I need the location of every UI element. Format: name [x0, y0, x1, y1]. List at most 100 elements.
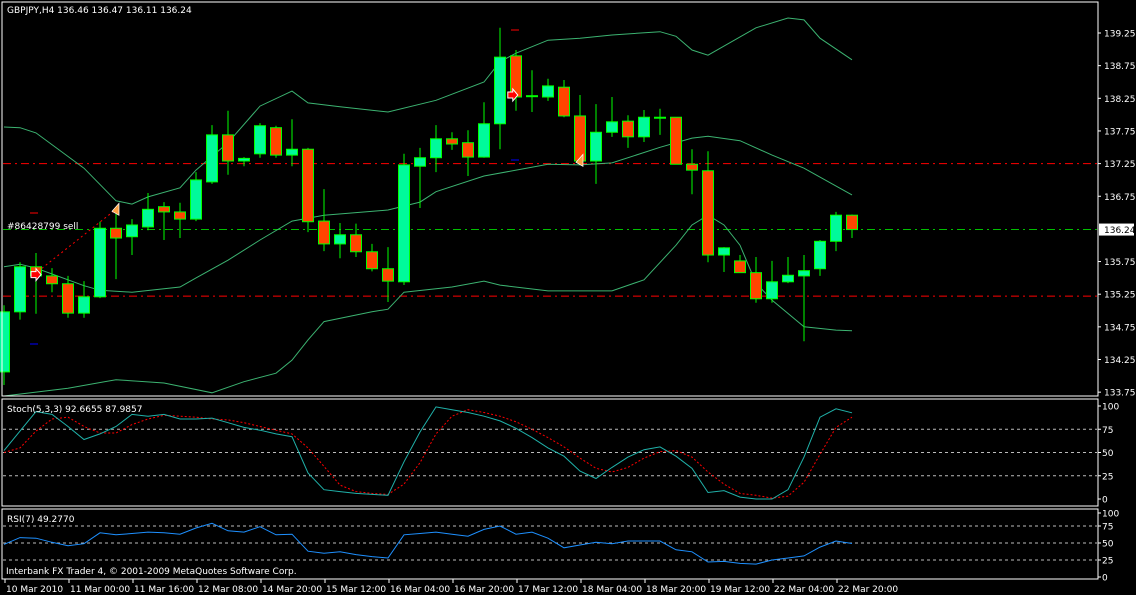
stoch-tick-label: 25 [1102, 472, 1113, 482]
bull-candle-body [254, 125, 266, 155]
rsi-line [3, 522, 853, 565]
candle [94, 221, 106, 299]
candle [254, 123, 266, 158]
bear-candle-body [110, 227, 122, 239]
bear-candle-body [222, 134, 234, 162]
candle [622, 115, 634, 148]
bull-candle-body [782, 274, 794, 283]
bull-candle-body [430, 138, 442, 159]
candle [382, 247, 394, 303]
rsi-pane[interactable] [3, 522, 1097, 565]
bear-candle-body [46, 275, 58, 285]
bear-candle-body [62, 283, 74, 314]
price-pane-frame [1, 1, 1099, 397]
candle [62, 275, 74, 318]
bull-candle-body [718, 247, 730, 256]
bear-candle-body [462, 142, 474, 158]
candle [846, 214, 858, 239]
bull-candle-body [654, 116, 666, 119]
bear-candle-body [574, 115, 586, 162]
candle [702, 151, 714, 263]
price-tick-label: 135.25 [1104, 291, 1136, 301]
candle [78, 281, 90, 318]
time-tick-label: 19 Mar 12:00 [710, 585, 770, 595]
rsi-tick-label: 100 [1102, 510, 1119, 520]
bear-candle-body [302, 148, 314, 223]
candle [414, 147, 426, 209]
bear-candle-body [750, 272, 762, 300]
time-tick-label: 16 Mar 20:00 [454, 585, 514, 595]
candle [126, 219, 138, 256]
close-triangle-icon[interactable] [111, 202, 120, 216]
price-tick-label: 134.75 [1104, 323, 1136, 333]
price-tick-label: 137.75 [1104, 127, 1136, 137]
candle [798, 255, 810, 342]
time-tick-label: 12 Mar 08:00 [198, 585, 258, 595]
bull-candle-body [126, 224, 138, 238]
close-triangle-icon[interactable] [575, 153, 584, 167]
candle [0, 305, 10, 385]
bear-candle-body [734, 260, 746, 274]
sell-arrow-icon[interactable] [507, 87, 519, 103]
symbol-header: GBPJPY,H4 136.46 136.47 136.11 136.24 [7, 6, 192, 16]
bear-candle-body [350, 234, 362, 253]
bollinger-upper-band [3, 17, 853, 205]
time-tick-label: 18 Mar 20:00 [646, 585, 706, 595]
rsi-tick-label: 75 [1102, 523, 1113, 533]
time-tick-label: 11 Mar 00:00 [70, 585, 130, 595]
candle [590, 104, 602, 184]
bull-candle-body [766, 281, 778, 300]
bull-candle-body [814, 240, 826, 270]
price-tick-label: 133.75 [1104, 389, 1136, 399]
price-pane[interactable] [0, 17, 1097, 397]
stochastic-pane[interactable] [3, 406, 1097, 500]
bull-candle-body [414, 157, 426, 167]
candle [174, 202, 186, 239]
price-tick-label: 136.75 [1104, 193, 1136, 203]
bull-candle-body [606, 121, 618, 133]
candle [558, 80, 570, 118]
bear-candle-body [318, 220, 330, 245]
stoch-tick-label: 0 [1102, 496, 1108, 506]
candle [302, 147, 314, 233]
bear-candle-body [686, 163, 698, 171]
copyright-text: Interbank FX Trader 4, © 2001-2009 MetaQ… [6, 567, 297, 577]
bear-candle-body [510, 55, 522, 98]
candle [686, 149, 698, 195]
price-tick-label: 134.25 [1104, 356, 1136, 366]
candle [286, 119, 298, 167]
bull-candle-body [542, 85, 554, 98]
bear-candle-body [846, 214, 858, 231]
bear-candle-body [270, 127, 282, 156]
time-tick-label: 11 Mar 16:00 [134, 585, 194, 595]
bull-candle-body [190, 179, 202, 220]
time-tick-label: 15 Mar 12:00 [326, 585, 386, 595]
candle [206, 125, 218, 184]
stoch-tick-label: 75 [1102, 426, 1113, 436]
sell-arrow-icon[interactable] [30, 267, 42, 282]
candle [526, 70, 538, 113]
time-tick-label: 17 Mar 12:00 [518, 585, 578, 595]
bull-candle-body [638, 116, 650, 138]
bull-candle-body [798, 270, 810, 277]
candle [142, 192, 154, 231]
price-tick-label: 138.25 [1104, 95, 1136, 105]
bear-candle-body [382, 268, 394, 282]
rsi-title: RSI(7) 49.2770 [7, 515, 75, 525]
bull-candle-body [238, 157, 250, 162]
candle [222, 110, 234, 175]
candle [366, 243, 378, 272]
rsi-tick-label: 0 [1102, 574, 1108, 584]
bull-candle-body [142, 208, 154, 228]
bull-candle-body [478, 123, 490, 158]
bull-candle-body [590, 131, 602, 162]
candle [318, 189, 330, 252]
bollinger-lower-band [3, 214, 853, 397]
candle [478, 102, 490, 158]
bear-candle-body [446, 138, 458, 145]
bear-candle-body [558, 86, 570, 117]
candle [654, 108, 666, 135]
time-tick-label: 22 Mar 04:00 [774, 585, 834, 595]
